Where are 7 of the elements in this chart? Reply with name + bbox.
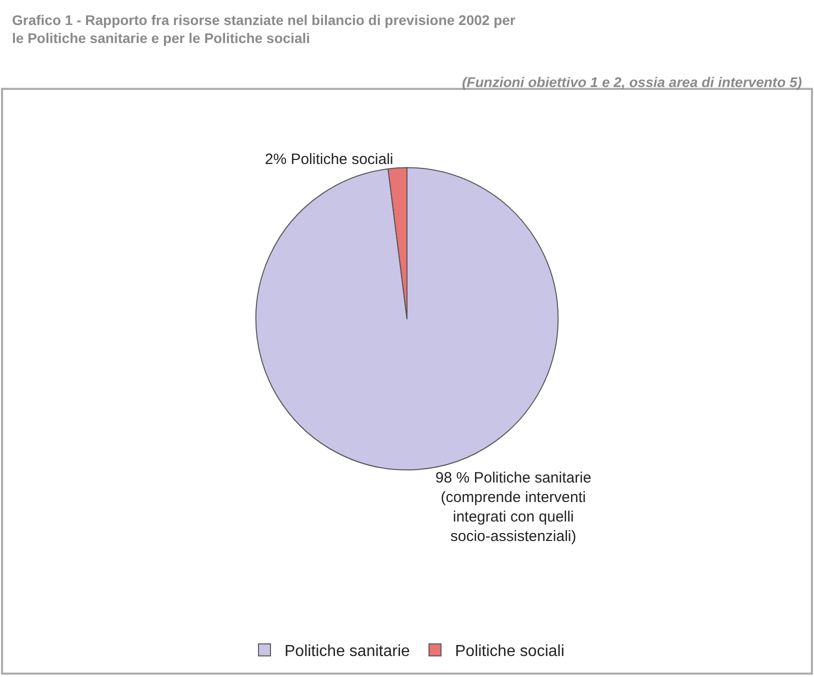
- chart-title: Grafico 1 - Rapporto fra risorse stanziate nel bilancio di previsione 2002 per le Politiche sanitarie e per le Politiche sociali: [12, 12, 516, 46]
- data-label: 98 % Politiche sanitarie (comprende interventi integrati con quelli socio-assistenziali): [435, 469, 592, 545]
- data-label: 2% Politiche sociali: [264, 151, 394, 168]
- legend-label: Politiche sanitarie: [284, 643, 410, 660]
- text: (Funzioni obiettivo 1 e 2, ossia area di intervento 5): [462, 74, 802, 90]
- legend-label: Politiche sociali: [455, 643, 564, 660]
- pie-slice: [255, 167, 559, 470]
